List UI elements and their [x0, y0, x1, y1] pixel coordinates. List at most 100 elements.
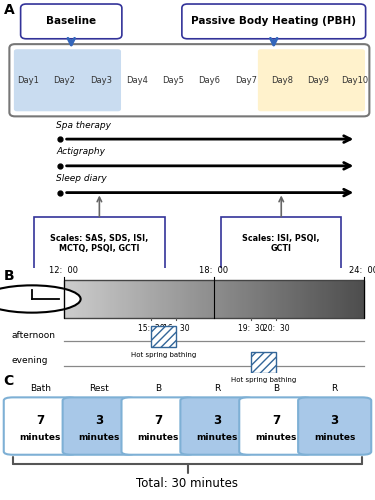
FancyBboxPatch shape — [182, 4, 366, 39]
Bar — [88, 280, 90, 318]
Bar — [346, 280, 348, 318]
Bar — [102, 280, 104, 318]
Bar — [250, 280, 252, 318]
Bar — [356, 280, 358, 318]
Bar — [154, 280, 156, 318]
Bar — [338, 280, 340, 318]
Bar — [326, 280, 328, 318]
Bar — [230, 280, 232, 318]
Bar — [258, 280, 260, 318]
Bar — [322, 280, 324, 318]
Text: Day4: Day4 — [126, 76, 148, 84]
Bar — [251, 352, 276, 372]
Bar — [352, 280, 354, 318]
FancyBboxPatch shape — [4, 398, 77, 454]
Text: Total: 30 minutes: Total: 30 minutes — [136, 477, 238, 490]
Bar — [228, 280, 230, 318]
Bar — [168, 280, 170, 318]
Text: 15:  30: 15: 30 — [138, 324, 165, 333]
Bar — [78, 280, 80, 318]
Text: Rest: Rest — [89, 384, 109, 393]
Text: Day10: Day10 — [341, 76, 368, 84]
Text: Bath: Bath — [30, 384, 51, 393]
Text: Day8: Day8 — [271, 76, 293, 84]
Text: A: A — [4, 2, 15, 16]
Bar — [232, 280, 234, 318]
Bar — [80, 280, 82, 318]
Text: Passive Body Heating (PBH): Passive Body Heating (PBH) — [191, 16, 356, 26]
Bar — [202, 280, 204, 318]
Bar — [178, 280, 180, 318]
Text: minutes: minutes — [20, 433, 61, 442]
FancyBboxPatch shape — [9, 44, 369, 117]
Bar — [200, 280, 202, 318]
Bar — [304, 280, 306, 318]
Bar — [136, 280, 138, 318]
Bar — [296, 280, 298, 318]
Bar — [116, 280, 118, 318]
Text: C: C — [4, 374, 14, 388]
Bar — [108, 280, 110, 318]
Bar — [314, 280, 316, 318]
Bar — [86, 280, 88, 318]
FancyBboxPatch shape — [221, 216, 341, 270]
Bar — [84, 280, 86, 318]
Bar — [156, 280, 158, 318]
Bar — [152, 280, 154, 318]
FancyBboxPatch shape — [258, 49, 365, 112]
Bar — [138, 280, 140, 318]
Bar — [72, 280, 74, 318]
Text: Day2: Day2 — [54, 76, 75, 84]
Bar — [212, 280, 214, 318]
Bar — [74, 280, 76, 318]
Text: minutes: minutes — [137, 433, 179, 442]
Bar — [238, 280, 240, 318]
Bar — [360, 280, 362, 318]
Text: Day6: Day6 — [198, 76, 220, 84]
Bar — [226, 280, 228, 318]
FancyBboxPatch shape — [122, 398, 195, 454]
Text: B: B — [4, 268, 14, 282]
Bar — [140, 280, 142, 318]
Bar — [100, 280, 102, 318]
Bar — [120, 280, 122, 318]
Bar — [114, 280, 116, 318]
Bar — [234, 280, 236, 318]
Bar — [182, 280, 184, 318]
Text: Spa therapy: Spa therapy — [56, 120, 111, 130]
Text: 7: 7 — [272, 414, 280, 428]
Text: evening: evening — [11, 356, 48, 365]
Text: 24:  00: 24: 00 — [349, 266, 375, 275]
Bar — [142, 280, 144, 318]
Bar — [288, 280, 290, 318]
Bar — [118, 280, 120, 318]
Bar — [300, 280, 302, 318]
FancyBboxPatch shape — [21, 4, 122, 39]
Text: Day5: Day5 — [162, 76, 184, 84]
Text: 7: 7 — [154, 414, 162, 428]
Bar — [70, 280, 72, 318]
Bar — [240, 280, 242, 318]
Bar — [76, 280, 78, 318]
Bar — [252, 280, 254, 318]
Text: 16:  30: 16: 30 — [163, 324, 189, 333]
Bar — [128, 280, 130, 318]
Bar — [268, 280, 270, 318]
Bar — [264, 280, 266, 318]
Bar — [220, 280, 222, 318]
FancyBboxPatch shape — [14, 49, 121, 112]
Bar — [64, 280, 364, 318]
Bar — [254, 280, 256, 318]
Text: minutes: minutes — [78, 433, 120, 442]
Bar — [104, 280, 106, 318]
Bar — [68, 280, 70, 318]
Text: minutes: minutes — [255, 433, 297, 442]
Bar — [324, 280, 326, 318]
Bar — [312, 280, 314, 318]
Text: Day7: Day7 — [235, 76, 256, 84]
Bar — [172, 280, 174, 318]
Bar — [242, 280, 244, 318]
Text: 19:  30: 19: 30 — [238, 324, 265, 333]
FancyBboxPatch shape — [34, 216, 165, 270]
Bar — [176, 280, 178, 318]
